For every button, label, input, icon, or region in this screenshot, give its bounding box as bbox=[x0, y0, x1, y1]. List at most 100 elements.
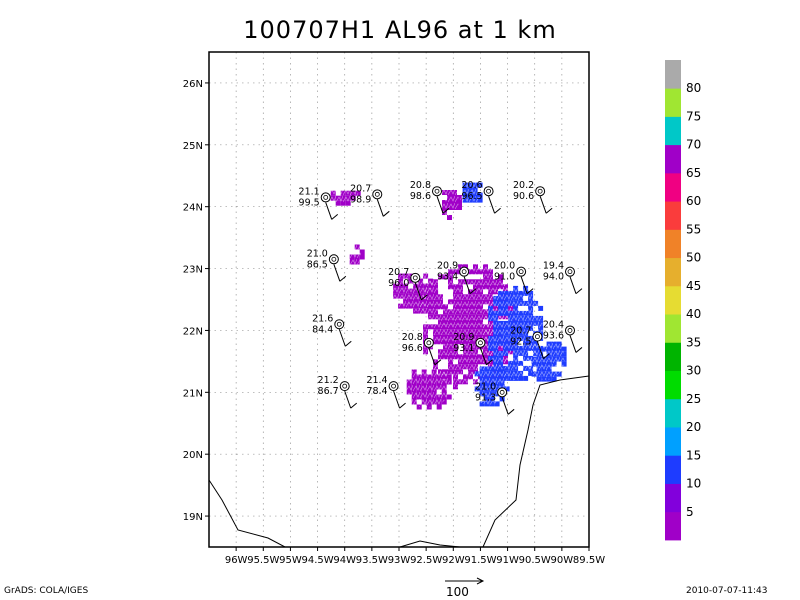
echo-cell bbox=[446, 374, 452, 380]
station-plot: 20.792.5 bbox=[510, 326, 550, 360]
station-plot: 20.696.5 bbox=[461, 180, 501, 214]
station-circle bbox=[372, 189, 383, 200]
y-tick-label: 20N bbox=[183, 450, 203, 461]
echo-cell bbox=[457, 200, 462, 205]
station-circle-inner bbox=[342, 383, 348, 389]
wind-barb-flag bbox=[526, 288, 534, 295]
station-humidity: 78.4 bbox=[366, 386, 387, 397]
colorbar-segment bbox=[665, 116, 681, 146]
x-tick-label: 91.5W bbox=[464, 555, 496, 566]
station-circle-inner bbox=[323, 195, 329, 200]
station-circle-inner bbox=[535, 334, 540, 340]
station-humidity: 91.0 bbox=[494, 272, 515, 283]
wind-barb bbox=[414, 282, 422, 301]
colorbar-segment bbox=[665, 88, 681, 117]
station-circle bbox=[423, 337, 434, 348]
station-plot: 20.796.0 bbox=[388, 267, 428, 301]
reflectivity-echoes bbox=[325, 177, 567, 410]
echo-cell bbox=[457, 205, 462, 210]
y-tick-label: 24N bbox=[183, 203, 203, 214]
wind-barb-flag bbox=[494, 207, 501, 214]
x-tick-label: 91W bbox=[496, 555, 519, 566]
station-circle-inner bbox=[426, 340, 432, 346]
wind-barb-flag bbox=[543, 353, 550, 360]
echo-cell bbox=[441, 399, 447, 405]
station-temperature: 20.8 bbox=[402, 332, 423, 343]
station-temperature: 21.0 bbox=[475, 381, 496, 392]
station-circle-inner bbox=[499, 389, 505, 395]
station-circle bbox=[388, 381, 399, 392]
station-circle-inner bbox=[412, 275, 418, 281]
echo-hatch bbox=[457, 177, 482, 205]
wind-barb-flag bbox=[575, 288, 583, 295]
station-humidity: 96.5 bbox=[461, 191, 482, 202]
station-temperature: 20.7 bbox=[510, 326, 531, 337]
colorbar-label: 65 bbox=[686, 166, 701, 180]
station-circle-inner bbox=[434, 188, 440, 194]
station-plot: 21.086.5 bbox=[307, 248, 347, 282]
echo-cell bbox=[447, 215, 452, 220]
footer-timestamp: 2010-07-07-11:43 bbox=[686, 586, 768, 596]
x-tick-label: 90W bbox=[551, 555, 574, 566]
station-temperature: 19.4 bbox=[543, 261, 564, 272]
colorbar-segment bbox=[665, 314, 681, 343]
station-plot: 21.091.3 bbox=[475, 381, 515, 415]
station-circle-inner bbox=[486, 188, 491, 194]
echo-region bbox=[344, 239, 365, 267]
wind-barb-flag bbox=[331, 214, 339, 220]
station-humidity: 93.1 bbox=[453, 343, 474, 354]
x-tick-label: 89.5W bbox=[573, 555, 605, 566]
station-circle bbox=[565, 266, 575, 277]
colorbar-segment bbox=[665, 60, 681, 89]
station-temperature: 20.9 bbox=[453, 332, 474, 343]
station-plot: 20.493.6 bbox=[543, 319, 583, 353]
colorbar-label: 20 bbox=[686, 420, 701, 434]
wind-barb-flag bbox=[382, 210, 390, 217]
station-plot: 21.478.4 bbox=[366, 375, 406, 409]
station-circle bbox=[483, 186, 494, 197]
station-temperature: 20.4 bbox=[543, 319, 564, 330]
echo-cell bbox=[355, 190, 361, 196]
station-temperature: 21.4 bbox=[366, 375, 387, 386]
station-humidity: 84.4 bbox=[312, 324, 333, 335]
x-axis-ticks: 96W 95.5W 95W 94.5W 94W 93.5W 93W 92.5W 92W 91.5W… bbox=[225, 547, 605, 566]
x-tick-label: 93.5W bbox=[356, 555, 388, 566]
colorbar-label: 40 bbox=[686, 307, 701, 321]
station-circle bbox=[328, 254, 339, 265]
chart-title: 100707H1 AL96 at 1 km bbox=[243, 16, 557, 44]
wind-barb-flag bbox=[442, 207, 450, 214]
wind-barb-flag bbox=[350, 402, 358, 409]
station-plot: 20.993.4 bbox=[437, 261, 477, 295]
colorbar-label: 5 bbox=[686, 505, 694, 519]
wind-barb-flag bbox=[469, 288, 477, 295]
colorbar-segment bbox=[665, 172, 681, 202]
station-plot: 20.896.6 bbox=[402, 332, 442, 366]
station-circle bbox=[432, 186, 442, 197]
station-plots: 21.199.520.798.920.898.620.696.520.290.6… bbox=[299, 180, 583, 415]
station-circle-inner bbox=[567, 328, 573, 333]
station-circle bbox=[410, 272, 421, 283]
station-temperature: 20.8 bbox=[410, 180, 431, 191]
echo-hatch bbox=[401, 364, 451, 408]
colorbar-label: 10 bbox=[686, 477, 701, 491]
station-plot: 20.290.6 bbox=[513, 180, 553, 214]
station-circle-inner bbox=[336, 321, 342, 327]
colorbar-label: 60 bbox=[686, 194, 701, 208]
colorbar-label: 45 bbox=[686, 279, 701, 293]
wind-barb bbox=[569, 276, 577, 294]
station-humidity: 99.5 bbox=[299, 197, 320, 208]
station-humidity: 98.9 bbox=[350, 194, 371, 205]
station-circle-inner bbox=[391, 383, 396, 389]
wind-barb bbox=[338, 329, 346, 347]
station-plot: 20.091.0 bbox=[494, 261, 534, 295]
echo-cell bbox=[340, 200, 346, 206]
station-circle bbox=[475, 337, 486, 348]
station-humidity: 94.0 bbox=[543, 272, 564, 283]
wind-barb-flag bbox=[339, 275, 347, 282]
y-tick-label: 19N bbox=[183, 512, 203, 523]
wind-barb bbox=[520, 276, 528, 294]
echo-region bbox=[483, 280, 544, 381]
station-circle bbox=[516, 266, 527, 277]
wind-barb bbox=[393, 390, 401, 409]
